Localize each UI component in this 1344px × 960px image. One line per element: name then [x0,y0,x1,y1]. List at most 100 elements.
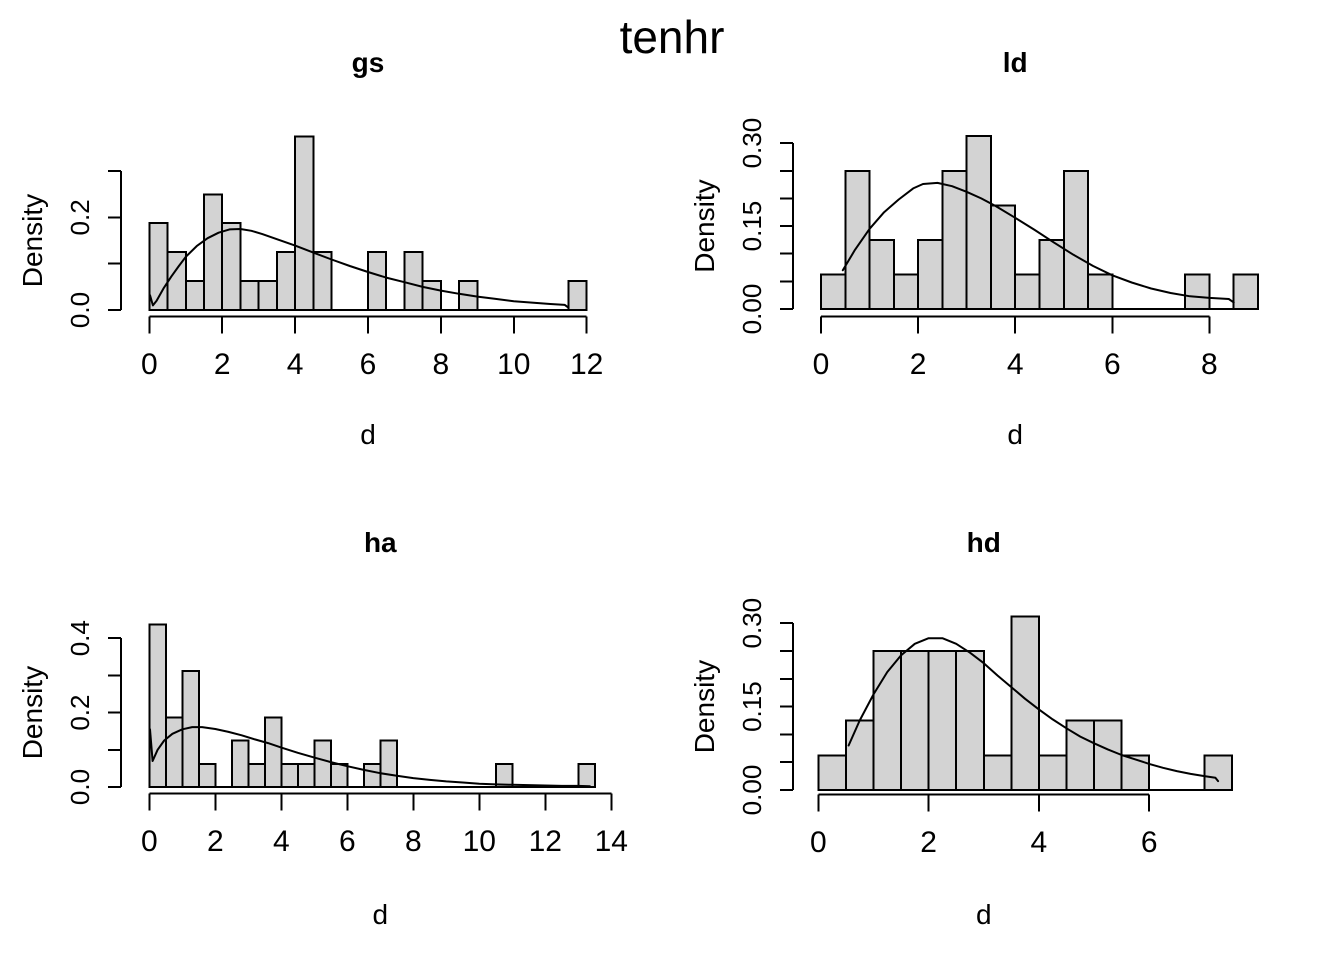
histogram-bar [1062,169,1090,310]
y-tick-label: 0.15 [737,681,767,732]
histogram-panel-ha: 0 2 4 6 8 10 12 14 0.0 0.2 0.4 ha d Density [17,527,628,930]
histogram-bar [421,280,442,311]
histogram-bar [927,650,958,791]
y-tick-label: 0.2 [65,199,95,235]
x-tick-label: 6 [1141,826,1158,859]
histogram-bar [164,716,184,788]
x-axis-label: d [1007,419,1023,450]
histogram-bar [367,251,388,311]
panel-title: hd [967,527,1001,558]
x-tick-label: 4 [1031,826,1048,859]
x-tick-label: 2 [910,348,927,381]
histogram-bar [1232,273,1259,310]
histogram-panel-hd: 0 2 4 6 0.00 0.15 0.30 hd d Density [689,527,1233,930]
histogram-bar [296,762,316,788]
histogram-bar [202,193,224,311]
panel-title: gs [352,47,385,78]
x-tick-label: 6 [339,825,356,858]
y-tick-label: 0.00 [737,284,767,335]
figure-title: tenhr [619,11,725,63]
y-tick-label: 0.0 [65,769,95,805]
histogram-bar [362,762,382,788]
histogram-bar [577,762,596,788]
x-tick-label: 6 [1104,348,1121,381]
density-curve [841,181,1235,304]
density-curve [847,637,1220,783]
histogram-bar [280,762,299,788]
panel-title: ld [1003,47,1028,78]
histogram-bar [1087,273,1114,310]
histogram-bar [1203,754,1233,791]
histogram-bar [872,650,903,791]
density-curve [149,228,570,309]
histogram-bar [820,273,847,310]
histogram-bar [817,754,847,791]
histogram-bar [965,135,992,310]
histogram-bar [982,754,1013,791]
histogram-bar [494,762,514,788]
histogram-bar [379,739,398,788]
y-axis-label: Density [689,660,720,753]
y-axis-label: Density [17,194,48,287]
histogram-bar [1014,273,1041,310]
histogram-bar [197,762,217,788]
histogram-bar [1184,273,1211,310]
histogram-bar [844,169,871,310]
x-tick-label: 8 [405,825,422,858]
x-tick-label: 10 [463,825,496,858]
x-tick-label: 4 [273,825,290,858]
histogram-bar [868,238,895,310]
histogram-bar [263,716,283,788]
histogram-bar [1010,615,1040,791]
y-tick-label: 0.4 [65,620,95,656]
x-axis-label: d [373,899,389,930]
histogram-bar [892,273,920,310]
x-tick-label: 6 [360,348,377,381]
x-tick-label: 0 [813,348,830,381]
x-tick-label: 0 [141,348,158,381]
y-tick-label: 0.30 [737,118,767,169]
y-axis-label: Density [689,179,720,272]
histogram-bar [1120,754,1151,791]
histogram-bar [275,251,297,311]
histogram-bar [955,650,985,791]
x-tick-label: 2 [920,826,937,859]
histogram-bar [1093,719,1123,791]
x-tick-label: 4 [1007,348,1024,381]
y-tick-label: 0.00 [737,765,767,816]
x-tick-label: 2 [214,348,231,381]
x-tick-label: 12 [570,348,603,381]
x-axis-label: d [360,419,376,450]
histogram-bar [917,238,944,310]
histogram-bar [148,623,167,788]
histogram-bar [567,280,588,311]
panel-title: ha [364,527,397,558]
histogram-bar [844,719,875,791]
histogram-panel-ld: 0 2 4 6 8 0.00 0.15 0.30 ld d Density [689,47,1259,450]
histogram-bar [1037,754,1068,791]
histogram-bar [294,135,315,311]
x-tick-label: 14 [595,825,628,858]
histogram-bar [230,739,250,788]
x-tick-label: 4 [287,348,304,381]
y-tick-label: 0.30 [737,598,767,649]
histogram-bar [989,204,1017,310]
x-tick-label: 8 [433,348,450,381]
histogram-bar [1038,238,1065,310]
histogram-bar [247,762,266,788]
histogram-bar [221,222,242,311]
y-tick-label: 0.2 [65,695,95,731]
y-tick-label: 0.15 [737,201,767,252]
x-tick-label: 2 [207,825,224,858]
histogram-bar [900,650,930,791]
histogram-bar [941,169,968,310]
density-curve [149,726,591,788]
histogram-bar [329,762,349,788]
y-axis-label: Density [17,666,48,759]
histogram-bar [312,251,333,311]
y-tick-label: 0.0 [65,292,95,328]
histogram-panel-gs: 0 2 4 6 8 10 12 0.0 0.2 gs d Density [17,47,604,450]
x-tick-label: 8 [1201,348,1218,381]
x-tick-label: 12 [529,825,562,858]
